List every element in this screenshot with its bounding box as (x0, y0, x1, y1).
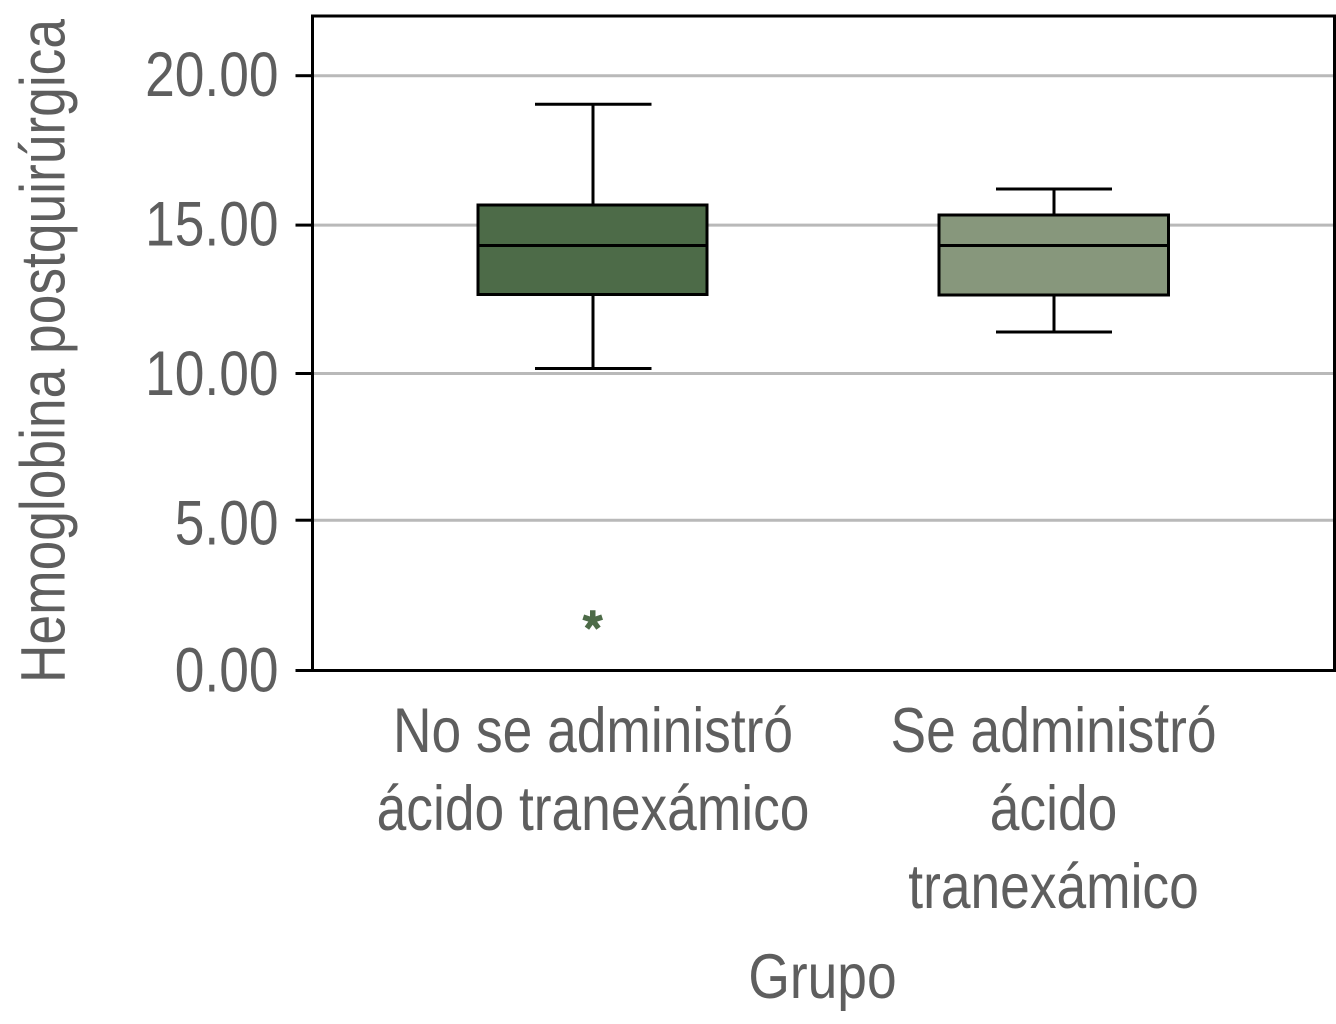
svg-text:No se administró: No se administró (393, 696, 793, 766)
svg-text:Hemoglobina postquirúrgica: Hemoglobina postquirúrgica (8, 19, 78, 683)
svg-text:0.00: 0.00 (175, 635, 279, 705)
svg-text:5.00: 5.00 (175, 488, 279, 558)
svg-text:ácido tranexámico: ácido tranexámico (377, 774, 810, 844)
svg-text:15.00: 15.00 (145, 189, 278, 259)
svg-text:10.00: 10.00 (145, 339, 278, 409)
svg-text:Grupo: Grupo (748, 942, 896, 1012)
svg-text:tranexámico: tranexámico (908, 852, 1198, 922)
svg-text:Se administró: Se administró (891, 696, 1217, 766)
svg-text:ácido: ácido (990, 774, 1117, 844)
svg-text:20.00: 20.00 (145, 39, 278, 109)
